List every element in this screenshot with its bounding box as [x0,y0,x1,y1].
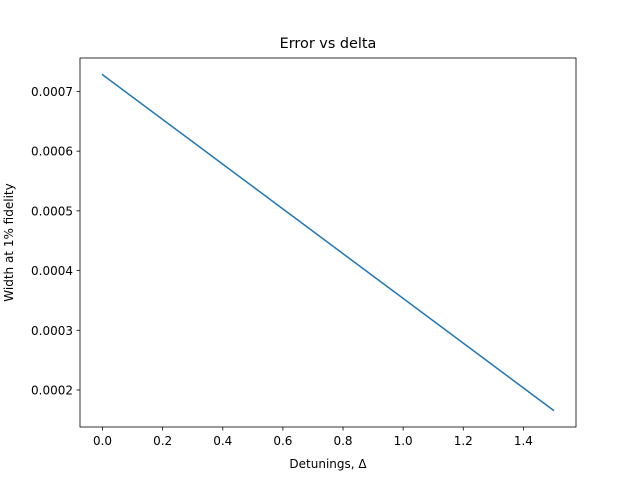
x-tick-label: 0.2 [153,434,172,448]
y-tick-label: 0.0006 [31,145,73,159]
y-tick-label: 0.0003 [31,324,73,338]
y-tick-label: 0.0004 [31,264,73,278]
y-axis-label: Width at 1% fidelity [2,183,16,301]
y-tick-label: 0.0005 [31,204,73,218]
chart-title: Error vs delta [280,36,377,52]
plot-frame [79,57,577,428]
x-axis-label: Detunings, Δ [289,457,367,471]
x-tick-label: 0.6 [273,434,292,448]
x-axis-ticks: 0.0 0.2 0.4 0.6 0.8 1.0 1.2 1.4 [93,427,533,448]
x-tick-label: 1.0 [394,434,413,448]
x-tick-label: 1.2 [454,434,473,448]
x-tick-label: 1.4 [514,434,533,448]
x-tick-label: 0.4 [213,434,232,448]
series-line-0 [101,73,555,412]
series-layer [101,73,555,412]
x-tick-label: 0.0 [93,434,112,448]
x-tick-label: 0.8 [333,434,352,448]
y-axis-ticks: 0.0002 0.0003 0.0004 0.0005 0.0006 0.0007 [31,85,80,397]
y-tick-label: 0.0007 [31,85,73,99]
y-tick-label: 0.0002 [31,383,73,397]
